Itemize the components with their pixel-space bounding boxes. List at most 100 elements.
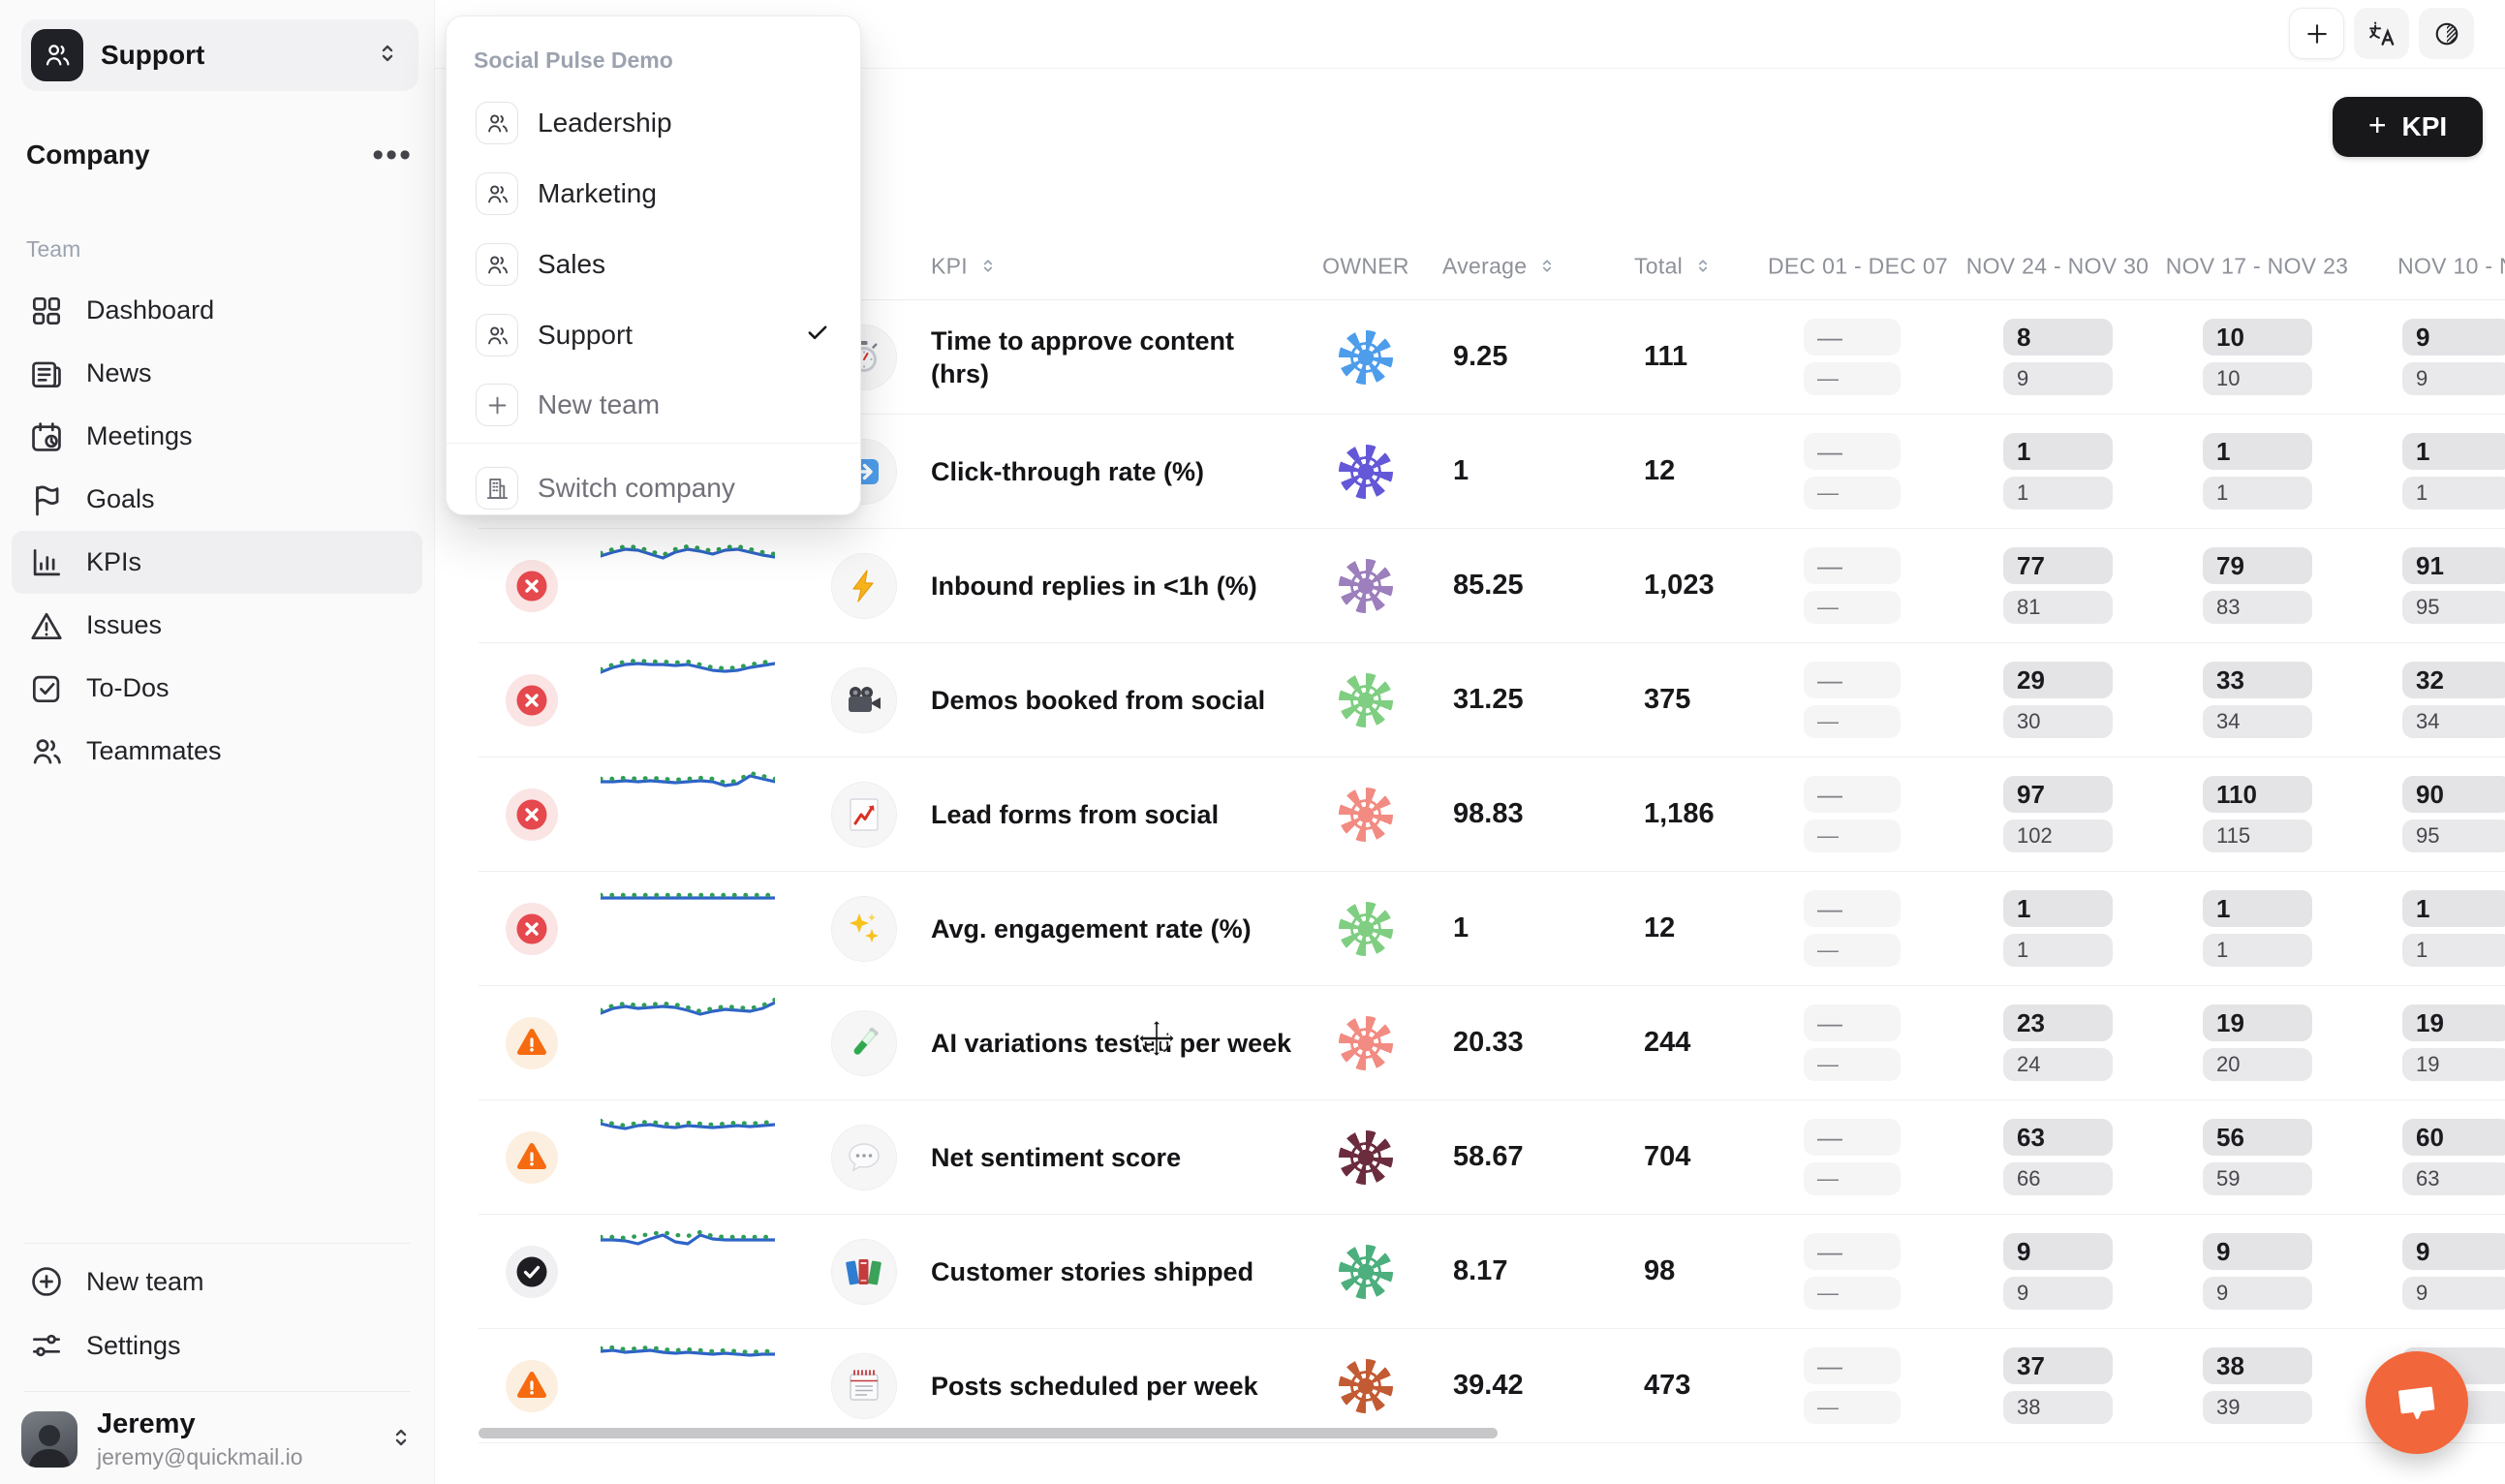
menu-item-leadership[interactable]: Leadership bbox=[460, 91, 847, 155]
new-team-button[interactable]: New team bbox=[12, 1252, 422, 1312]
sidebar-item-todos[interactable]: To-Dos bbox=[12, 657, 422, 720]
kpi-name[interactable]: Time to approve content (hrs) bbox=[931, 325, 1235, 388]
settings-label: Settings bbox=[86, 1330, 181, 1360]
week-values-cell[interactable]: 19 20 bbox=[2203, 986, 2312, 1099]
week-values-cell[interactable]: — — bbox=[1804, 643, 1913, 757]
week-values-cell[interactable]: 32 34 bbox=[2402, 643, 2505, 757]
settings-button[interactable]: Settings bbox=[12, 1315, 422, 1376]
owner-avatar[interactable] bbox=[1339, 330, 1393, 385]
table-row[interactable]: Lead forms from social 98.83 1,186— —97 102 1… bbox=[479, 757, 2505, 872]
kpi-name[interactable]: Customer stories shipped bbox=[931, 1256, 1254, 1286]
menu-item-sales[interactable]: Sales bbox=[460, 232, 847, 296]
owner-avatar[interactable] bbox=[1339, 1359, 1393, 1413]
week-values-cell[interactable]: 77 81 bbox=[2003, 529, 2113, 642]
add-kpi-button[interactable]: + KPI bbox=[2333, 97, 2483, 157]
week-actual-pill: 19 bbox=[2203, 1005, 2312, 1041]
more-options-icon[interactable]: ••• bbox=[372, 137, 413, 173]
week-values-cell[interactable]: 97 102 bbox=[2003, 757, 2113, 871]
kpi-name[interactable]: Inbound replies in <1h (%) bbox=[931, 571, 1257, 601]
week-values-cell[interactable]: 90 95 bbox=[2402, 757, 2505, 871]
kpi-sparkline bbox=[598, 769, 778, 800]
table-row[interactable]: Customer stories shipped 8.17 98— —9 9 9 9 9 9 bbox=[479, 1215, 2505, 1329]
week-actual-pill: — bbox=[1804, 1119, 1901, 1156]
owner-avatar[interactable] bbox=[1339, 788, 1393, 842]
menu-item-support[interactable]: Support bbox=[460, 303, 847, 367]
average-value: 8.17 bbox=[1453, 1255, 1508, 1286]
week-values-cell[interactable]: — — bbox=[1804, 986, 1913, 1099]
week-values-cell[interactable]: 91 95 bbox=[2402, 529, 2505, 642]
sidebar-item-dashboard[interactable]: Dashboard bbox=[12, 279, 422, 342]
week-values-cell[interactable]: 56 59 bbox=[2203, 1100, 2312, 1214]
table-row[interactable]: Demos booked from social 31.25 375— —29 30 33… bbox=[479, 643, 2505, 757]
week-values-cell[interactable]: 37 38 bbox=[2003, 1329, 2113, 1442]
header-week-nov17: NOV 17 - NOV 23 bbox=[2165, 253, 2349, 278]
sidebar-item-news[interactable]: News bbox=[12, 342, 422, 405]
owner-avatar[interactable] bbox=[1339, 559, 1393, 613]
week-values-cell[interactable]: — — bbox=[1804, 1100, 1913, 1214]
kpi-name[interactable]: Avg. engagement rate (%) bbox=[931, 913, 1252, 943]
week-values-cell[interactable]: — — bbox=[1804, 1215, 1913, 1328]
week-values-cell[interactable]: 29 30 bbox=[2003, 643, 2113, 757]
menu-item-new-team[interactable]: New team bbox=[460, 373, 847, 437]
week-values-cell[interactable]: — — bbox=[1804, 529, 1913, 642]
menu-item-marketing[interactable]: Marketing bbox=[460, 162, 847, 226]
sidebar-item-meetings[interactable]: Meetings bbox=[12, 405, 422, 468]
table-row[interactable]: Posts scheduled per week 39.42 473— —37 38 38… bbox=[479, 1329, 2505, 1443]
week-values-cell[interactable]: 63 66 bbox=[2003, 1100, 2113, 1214]
week-values-cell[interactable]: 19 19 bbox=[2402, 986, 2505, 1099]
horizontal-scrollbar[interactable] bbox=[479, 1428, 1498, 1438]
add-button[interactable] bbox=[2289, 8, 2344, 59]
user-menu-button[interactable]: Jeremy jeremy@quickmail.io bbox=[21, 1405, 415, 1474]
table-row[interactable]: Inbound replies in <1h (%) 85.25 1,023— —77… bbox=[479, 529, 2505, 643]
week-values-cell[interactable]: 110 115 bbox=[2203, 757, 2312, 871]
week-values-cell[interactable]: — — bbox=[1804, 415, 1913, 528]
owner-avatar[interactable] bbox=[1339, 1130, 1393, 1185]
week-values-cell[interactable]: 79 83 bbox=[2203, 529, 2312, 642]
table-row[interactable]: Net sentiment score 58.67 704— —63 66 56 59 60 6… bbox=[479, 1100, 2505, 1215]
week-values-cell[interactable]: — — bbox=[1804, 300, 1913, 414]
translate-button[interactable] bbox=[2354, 8, 2409, 59]
week-values-cell[interactable]: — — bbox=[1804, 757, 1913, 871]
sidebar-item-teammates[interactable]: Teammates bbox=[12, 720, 422, 783]
week-values-cell[interactable]: 10 10 bbox=[2203, 300, 2312, 414]
week-values-cell[interactable]: — — bbox=[1804, 1329, 1913, 1442]
sort-icon[interactable] bbox=[977, 256, 999, 277]
owner-avatar[interactable] bbox=[1339, 1245, 1393, 1299]
table-row[interactable]: Avg. engagement rate (%) 1 12— —1 1 1 1 1 1 bbox=[479, 872, 2505, 986]
week-values-cell[interactable]: 23 24 bbox=[2003, 986, 2113, 1099]
kpi-name[interactable]: Posts scheduled per week bbox=[931, 1371, 1258, 1401]
week-values-cell[interactable]: — — bbox=[1804, 872, 1913, 985]
sidebar-item-issues[interactable]: Issues bbox=[12, 594, 422, 657]
owner-avatar[interactable] bbox=[1339, 673, 1393, 727]
week-values-cell[interactable]: 38 39 bbox=[2203, 1329, 2312, 1442]
sort-icon[interactable] bbox=[1536, 256, 1558, 277]
sidebar-item-kpis[interactable]: KPIs bbox=[12, 531, 422, 594]
table-row[interactable]: AI variations tested per week 20.33 244— —2… bbox=[479, 986, 2505, 1100]
menu-item-switch-company[interactable]: Switch company bbox=[460, 456, 847, 520]
theme-contrast-button[interactable] bbox=[2419, 8, 2474, 59]
owner-avatar[interactable] bbox=[1339, 902, 1393, 956]
chat-launcher-button[interactable] bbox=[2366, 1351, 2468, 1454]
sidebar-item-goals[interactable]: Goals bbox=[12, 468, 422, 531]
owner-avatar[interactable] bbox=[1339, 445, 1393, 499]
kpi-name[interactable]: Click-through rate (%) bbox=[931, 456, 1205, 486]
week-values-cell[interactable]: 60 63 bbox=[2402, 1100, 2505, 1214]
kpi-name[interactable]: Net sentiment score bbox=[931, 1142, 1182, 1172]
kpi-name[interactable]: Lead forms from social bbox=[931, 799, 1220, 829]
week-values-cell[interactable]: 33 34 bbox=[2203, 643, 2312, 757]
sort-icon[interactable] bbox=[1692, 256, 1714, 277]
team-selector-button[interactable]: Support bbox=[21, 19, 418, 91]
kpi-name[interactable]: Demos booked from social bbox=[931, 685, 1266, 715]
owner-avatar[interactable] bbox=[1339, 1016, 1393, 1070]
